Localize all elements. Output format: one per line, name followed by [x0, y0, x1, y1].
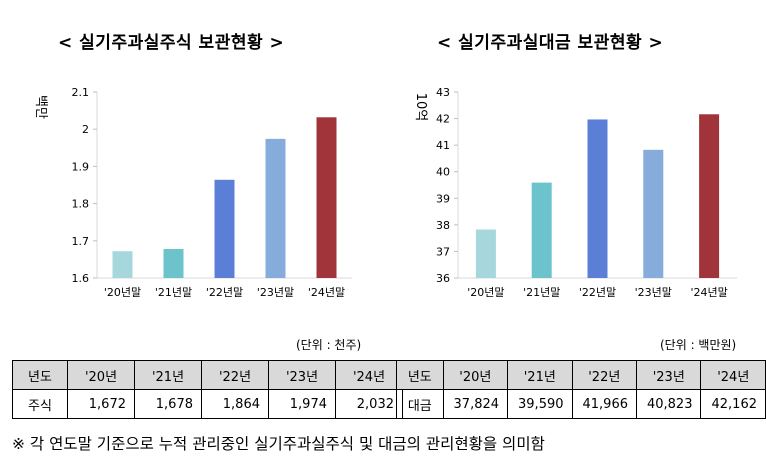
- table-header-cell: '23년: [635, 360, 702, 390]
- chart-title-stocks: < 실기주과실주식 보관현황 >: [58, 33, 285, 53]
- table-cell: 1,672: [67, 389, 135, 419]
- bar-'22년말: [214, 179, 235, 278]
- bar-'22년말: [587, 119, 608, 278]
- x-tick-label: '21년말: [155, 286, 192, 299]
- bar-'20년말: [475, 229, 496, 278]
- y-axis-label: 10억: [413, 93, 428, 122]
- y-tick-label: 1.7: [72, 235, 90, 248]
- bar-'24년말: [699, 114, 720, 278]
- table-row: 대금 37,824 39,590 41,966 40,823 42,162: [396, 389, 766, 419]
- x-tick-label: '20년말: [467, 286, 504, 299]
- x-tick-label: '23년말: [257, 286, 294, 299]
- table-cell: 42,162: [700, 389, 766, 419]
- y-tick-label: 42: [436, 113, 450, 126]
- table-header-cell: '20년: [442, 360, 509, 390]
- y-tick-label: 2.1: [72, 86, 90, 99]
- bar-'21년말: [531, 182, 552, 278]
- y-tick-label: 1.9: [72, 160, 90, 173]
- table-header-cell: '20년: [67, 360, 135, 390]
- table-header-cell: '21년: [134, 360, 202, 390]
- table-cell: 40,823: [635, 389, 702, 419]
- y-tick-label: 36: [436, 272, 450, 285]
- stock-data-table: 년도 '20년 '21년 '22년 '23년 '24년 주식 1,672 1,6…: [12, 360, 403, 419]
- table-header-row: 년도 '20년 '21년 '22년 '23년 '24년: [396, 360, 766, 390]
- y-tick-label: 38: [436, 219, 450, 232]
- table-row-label: 대금: [396, 389, 444, 419]
- y-tick-label: 2: [82, 123, 89, 136]
- bar-'23년말: [643, 149, 664, 278]
- table-header-cell: 년도: [12, 360, 68, 390]
- table-row: 주식 1,672 1,678 1,864 1,974 2,032: [12, 389, 403, 419]
- cash-table-unit: (단위 : 백만원): [660, 338, 737, 352]
- x-tick-label: '22년말: [579, 286, 616, 299]
- table-cell: 2,032: [335, 389, 403, 419]
- x-tick-label: '24년말: [690, 286, 727, 299]
- cash-data-table: 년도 '20년 '21년 '22년 '23년 '24년 대금 37,824 39…: [396, 360, 766, 419]
- bar-'24년말: [316, 117, 337, 278]
- bar-'23년말: [265, 138, 286, 278]
- x-tick-label: '20년말: [104, 286, 141, 299]
- x-tick-label: '23년말: [635, 286, 672, 299]
- table-header-cell: '24년: [700, 360, 766, 390]
- x-tick-label: '24년말: [308, 286, 345, 299]
- y-tick-label: 1.8: [72, 198, 90, 211]
- table-cell: 39,590: [507, 389, 573, 419]
- bar-'20년말: [112, 251, 133, 278]
- table-header-cell: '23년: [268, 360, 336, 390]
- y-axis-label: 백만: [33, 95, 48, 119]
- x-tick-label: '21년말: [523, 286, 560, 299]
- y-tick-label: 39: [436, 192, 450, 205]
- table-cell: 1,678: [134, 389, 202, 419]
- table-header-cell: '22년: [571, 360, 638, 390]
- table-header-cell: '22년: [201, 360, 269, 390]
- table-cell: 41,966: [571, 389, 638, 419]
- y-tick-label: 41: [436, 139, 450, 152]
- cash-bar-chart: 10억 36 37 38 39 40 41 42 43 '20년말 '21년말 '22년말 '23년말 '…: [413, 86, 737, 299]
- table-header-row: 년도 '20년 '21년 '22년 '23년 '24년: [12, 360, 403, 390]
- table-cell: 1,974: [268, 389, 336, 419]
- y-tick-label: 40: [436, 166, 450, 179]
- table-header-cell: '24년: [335, 360, 403, 390]
- y-tick-label: 37: [436, 245, 450, 258]
- chart-title-cash: < 실기주과실대금 보관현황 >: [437, 33, 664, 53]
- stock-table-unit: (단위 : 천주): [296, 338, 362, 352]
- table-cell: 1,864: [201, 389, 269, 419]
- table-cell: 37,824: [442, 389, 509, 419]
- table-row-label: 주식: [12, 389, 68, 419]
- footnote: ※ 각 연도말 기준으로 누적 관리중인 실기주과실주식 및 대금의 관리현황을…: [12, 435, 545, 453]
- bar-'21년말: [163, 248, 184, 278]
- y-tick-label: 1.6: [72, 272, 90, 285]
- table-header-cell: 년도: [396, 360, 444, 390]
- y-tick-label: 43: [436, 86, 450, 99]
- stock-bar-chart: 백만 1.6 1.7 1.8 1.9 2 2.1 '20년말 '21년말 '22년말 '23년말 '2…: [33, 86, 352, 299]
- table-header-cell: '21년: [507, 360, 573, 390]
- x-tick-label: '22년말: [206, 286, 243, 299]
